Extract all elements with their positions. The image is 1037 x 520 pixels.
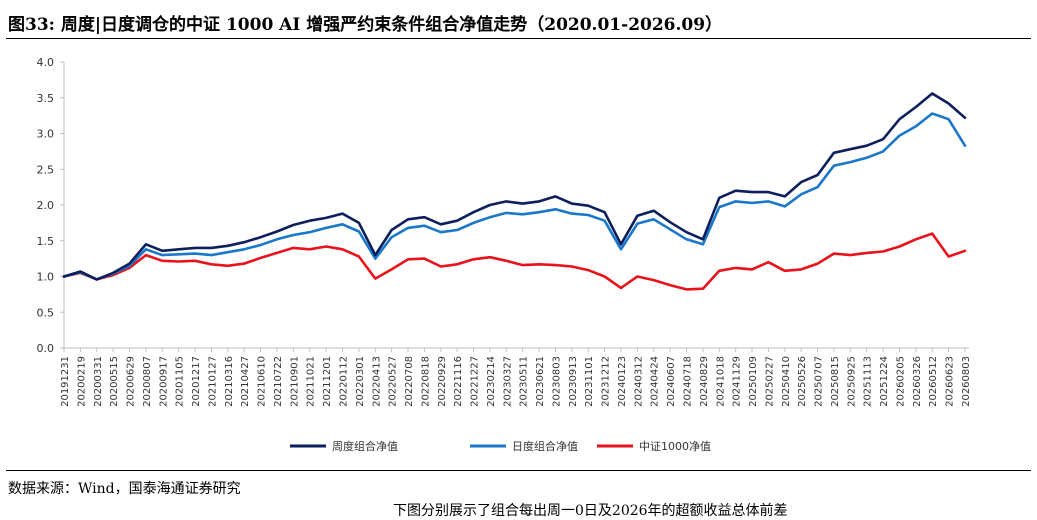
x-tick-label: 20220301 [355, 356, 366, 407]
y-tick-label: 1.0 [37, 271, 55, 284]
y-tick-label: 0.0 [37, 342, 55, 355]
x-tick-label: 20200219 [76, 356, 87, 407]
bottom-rule [6, 470, 1031, 471]
series-line-2 [62, 232, 967, 291]
source-note: 数据来源：Wind，国泰海通证券研究 [8, 481, 241, 497]
x-tick-label: 20240718 [683, 356, 694, 407]
x-tick-label: 20230511 [519, 356, 530, 407]
x-tick-label: 20230214 [486, 356, 497, 407]
x-tick-label: 20220112 [338, 356, 349, 407]
x-tick-label: 20210722 [273, 356, 284, 407]
x-tick-label: 20210610 [257, 356, 268, 407]
series-line-0 [62, 92, 967, 281]
legend-label-2: 中证1000净值 [639, 439, 711, 453]
x-tick-label: 20250410 [781, 356, 792, 407]
x-tick-label: 20240607 [666, 356, 677, 407]
x-tick-label: 20230913 [568, 356, 579, 407]
x-tick-label: 20250925 [846, 356, 857, 407]
x-tick-label: 20260512 [928, 356, 939, 407]
x-tick-label: 20250109 [748, 356, 759, 407]
legend-label-1: 日度组合净值 [512, 439, 578, 453]
x-tick-label: 20250526 [797, 356, 808, 407]
x-tick-label: 20191231 [60, 356, 71, 407]
y-tick-label: 2.5 [37, 163, 55, 176]
x-tick-label: 20220527 [388, 356, 399, 407]
x-tick-labels: 20191231 20200219 20200331 20200515 20200629… [60, 348, 972, 407]
y-tick-label: 0.5 [37, 306, 55, 319]
x-tick-label: 20230621 [535, 356, 546, 407]
x-tick-label: 20251224 [879, 356, 890, 407]
x-tick-label: 20210427 [240, 356, 251, 407]
y-tick-label: 3.0 [37, 128, 55, 141]
x-tick-label: 20230327 [502, 356, 513, 407]
x-tick-label: 20240123 [617, 356, 628, 407]
x-tick-label: 20251113 [863, 356, 874, 407]
x-tick-label: 20260205 [895, 356, 906, 407]
x-tick-label: 20221227 [470, 356, 481, 407]
x-tick-label: 20240829 [699, 356, 710, 407]
x-tick-label: 20211021 [306, 356, 317, 407]
x-tick-label: 20200515 [109, 356, 120, 407]
footnote-text: 下图分别展示了组合每出周一0日及2026年的超额收益总体前差 [393, 503, 788, 519]
x-tick-label: 20230803 [551, 356, 562, 407]
x-tick-label: 20260326 [912, 356, 923, 407]
chart-legend: 周度组合净值 日度组合净值 中证1000净值 [290, 439, 711, 453]
x-tick-label: 20201105 [175, 356, 186, 407]
y-tick-label: 4.0 [37, 56, 55, 69]
x-tick-label: 20210316 [224, 356, 235, 407]
figure-title: 图33: 周度|日度调仓的中证 1000 AI 增强严约束条件组合净值走势（20… [8, 15, 723, 35]
y-tick-label: 1.5 [37, 235, 55, 248]
x-tick-label: 20220708 [404, 356, 415, 407]
x-tick-label: 20200807 [142, 356, 153, 407]
legend-label-0: 周度组合净值 [332, 439, 398, 453]
x-tick-label: 20241129 [732, 356, 743, 407]
x-tick-label: 20240312 [633, 356, 644, 407]
chart-axes: 0.0 0.5 1.0 1.5 2.0 2.5 3.0 3.5 4.0 [37, 56, 969, 355]
y-tick-label: 2.0 [37, 199, 55, 212]
x-tick-label: 20260623 [945, 356, 956, 407]
x-tick-label: 20220818 [420, 356, 431, 407]
x-tick-label: 20231101 [584, 356, 595, 407]
x-tick-label: 20211201 [322, 356, 333, 407]
top-rule [6, 38, 1031, 39]
chart-lines [62, 92, 967, 291]
x-tick-label: 20200917 [158, 356, 169, 407]
x-tick-label: 20250227 [764, 356, 775, 407]
x-tick-label: 20240424 [650, 356, 661, 407]
x-tick-label: 20200629 [126, 356, 137, 407]
x-tick-label: 20200331 [93, 356, 104, 407]
line-chart: 0.0 0.5 1.0 1.5 2.0 2.5 3.0 3.5 4.0 20191231 2020… [37, 56, 973, 453]
x-tick-label: 20241018 [715, 356, 726, 407]
x-tick-label: 20231212 [601, 356, 612, 407]
x-tick-label: 20260803 [961, 356, 972, 407]
series-line-1 [62, 112, 967, 281]
x-tick-label: 20210901 [289, 356, 300, 407]
x-tick-label: 20220929 [437, 356, 448, 407]
y-tick-label: 3.5 [37, 92, 55, 105]
x-tick-label: 20221116 [453, 356, 464, 407]
x-tick-label: 20250815 [830, 356, 841, 407]
x-tick-label: 20250707 [814, 356, 825, 407]
x-tick-label: 20210127 [207, 356, 218, 407]
x-tick-label: 20201217 [191, 356, 202, 407]
x-tick-label: 20220413 [371, 356, 382, 407]
